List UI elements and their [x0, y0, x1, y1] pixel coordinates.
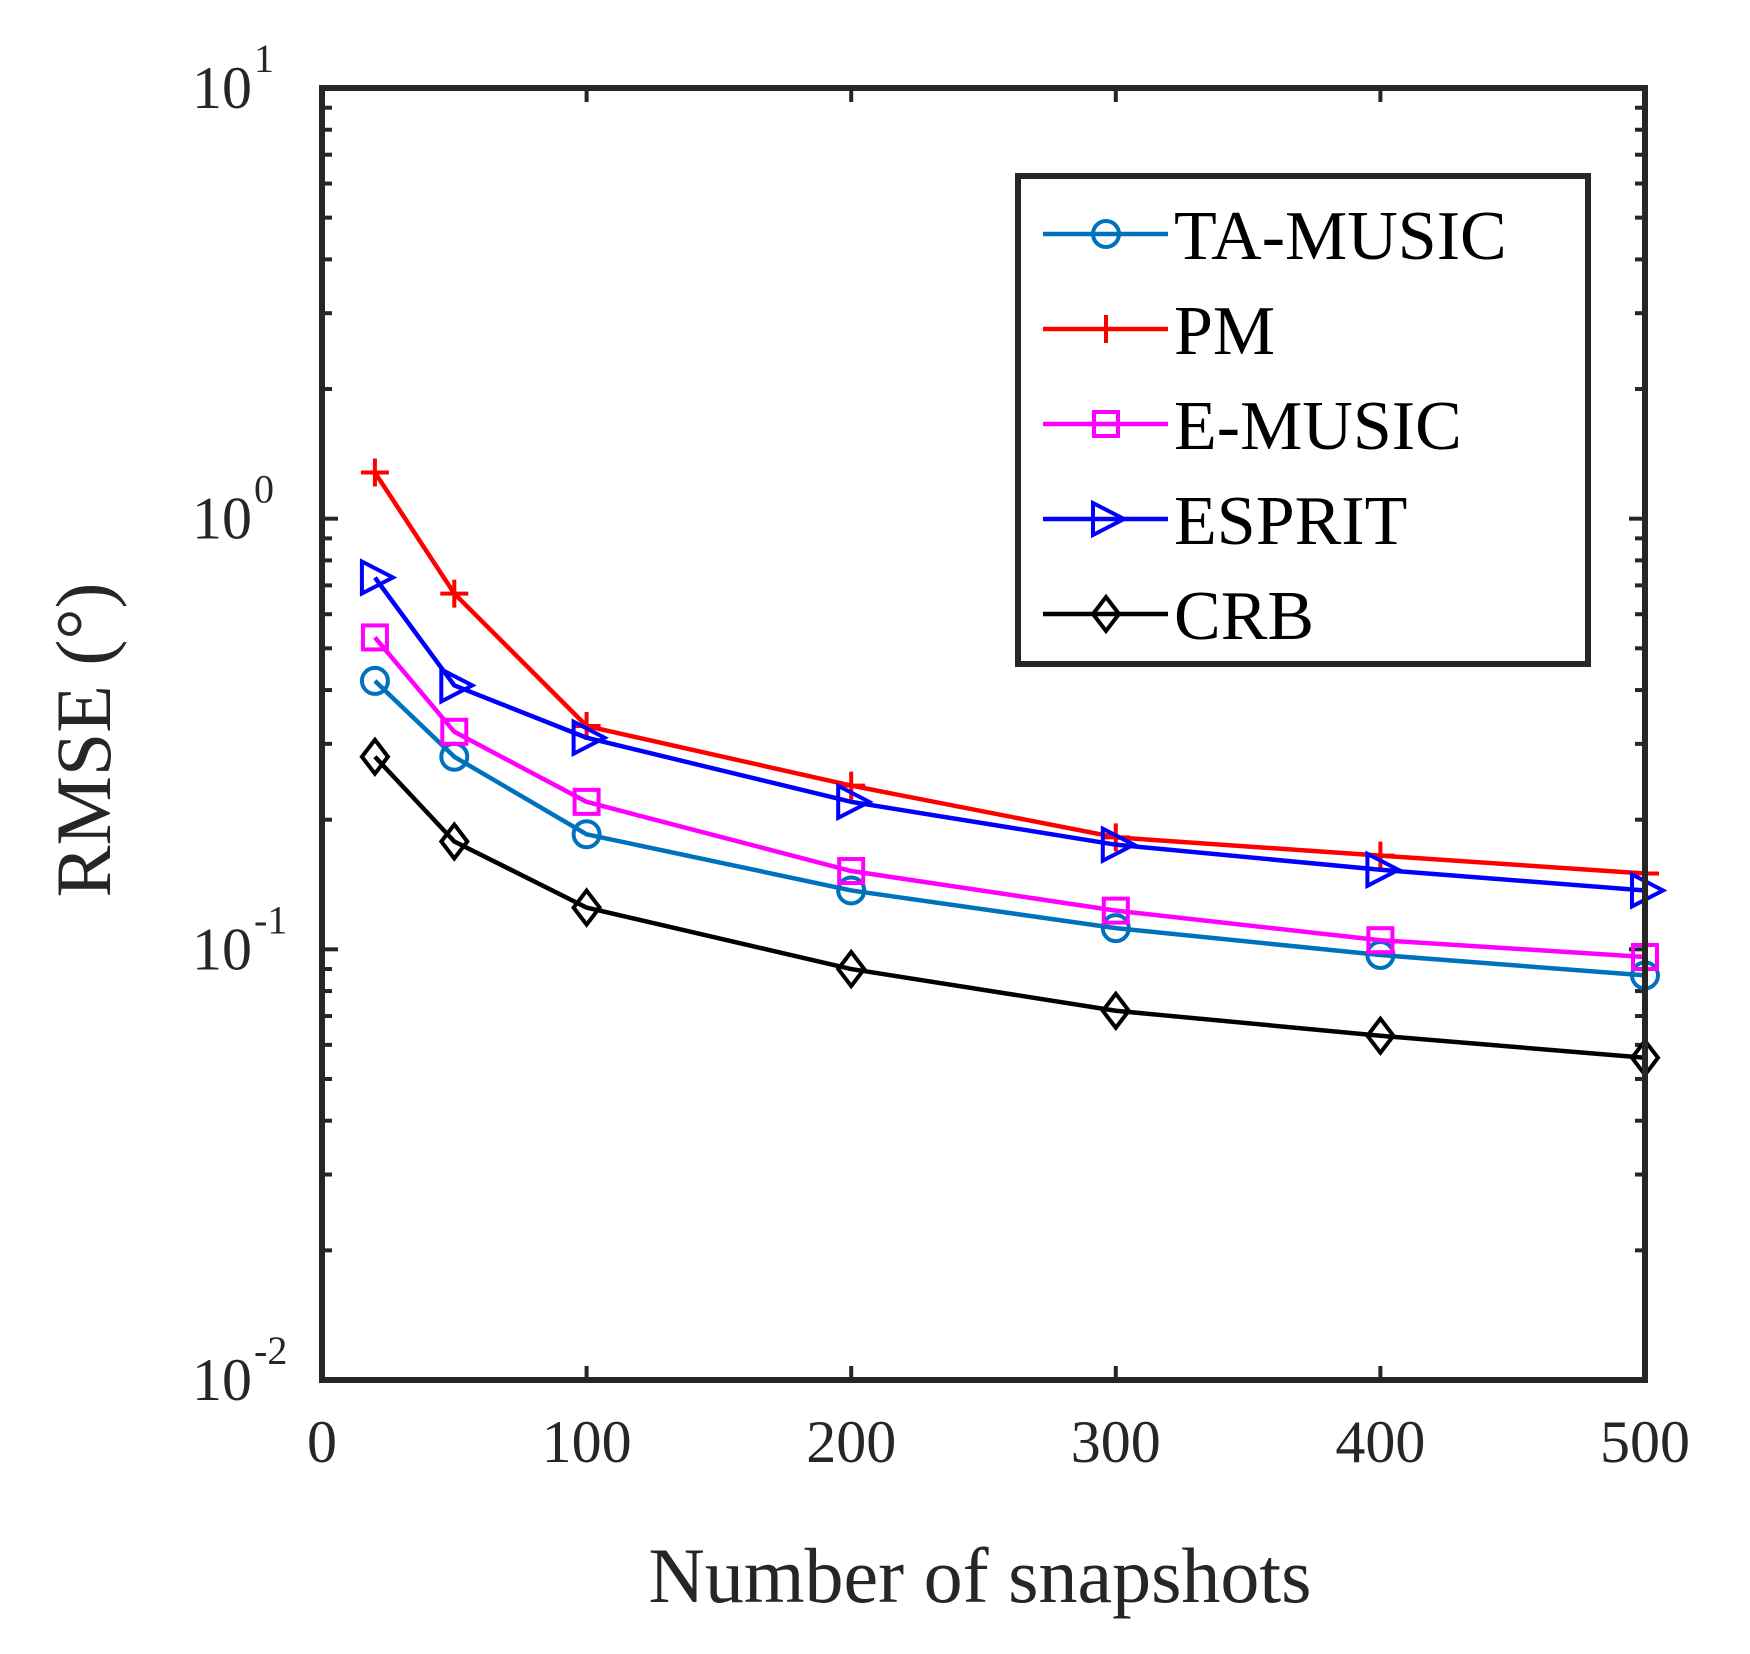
- axes-frame: [319, 85, 1648, 1383]
- marker-esprit: [571, 718, 609, 758]
- y-tick-label: 10: [192, 486, 252, 552]
- marker-esprit: [359, 558, 398, 597]
- legend-entry-pm: PM: [1043, 293, 1275, 370]
- marker-esprit: [439, 666, 477, 705]
- marker-e-music: [572, 787, 601, 816]
- y-tick-label: 10: [192, 1347, 252, 1413]
- marker-crb: [835, 948, 867, 990]
- legend-entry-esprit: ESPRIT: [1043, 483, 1407, 560]
- series-line-e-music: [373, 635, 1646, 960]
- marker-crb: [438, 821, 470, 862]
- series-layer: [359, 458, 1668, 1079]
- marker-e-music: [1366, 926, 1395, 955]
- x-tick-label: 400: [1335, 1409, 1425, 1475]
- marker-e-music: [360, 623, 389, 652]
- marker-pm: [1092, 315, 1120, 343]
- marker-e-music: [837, 857, 866, 886]
- marker-esprit: [1100, 825, 1139, 864]
- series-ta-music: [359, 665, 1660, 991]
- marker-e-music: [1092, 410, 1120, 438]
- marker-ta-music: [836, 875, 867, 906]
- y-tick-label: 10: [192, 916, 252, 982]
- series-e-music: [360, 623, 1659, 971]
- marker-esprit: [836, 782, 874, 822]
- marker-crb: [1364, 1015, 1396, 1057]
- marker-pm: [360, 458, 389, 487]
- marker-ta-music: [359, 665, 390, 696]
- y-tick-exponent: 0: [254, 467, 274, 512]
- axes-box: [319, 85, 1648, 1383]
- marker-e-music: [440, 717, 469, 746]
- series-esprit: [359, 558, 1668, 910]
- x-tick-label: 200: [806, 1409, 896, 1475]
- series-line-crb: [373, 755, 1646, 1061]
- x-tick-label: 100: [542, 1409, 632, 1475]
- series-line-ta-music: [373, 679, 1646, 978]
- legend-label-ta-music: TA-MUSIC: [1174, 198, 1507, 275]
- legend-entry-e-music: E-MUSIC: [1043, 388, 1462, 465]
- legend-label-esprit: ESPRIT: [1174, 483, 1407, 560]
- marker-esprit: [1091, 499, 1129, 539]
- y-tick-exponent: -1: [254, 897, 287, 942]
- x-tick-label: 300: [1071, 1409, 1161, 1475]
- marker-crb: [571, 887, 603, 928]
- y-tick-label: 10: [192, 55, 252, 121]
- legend: TA-MUSIC PM E-MUSIC ESPRIT CRB: [1015, 173, 1591, 667]
- marker-ta-music: [1100, 913, 1131, 944]
- legend-entry-crb: CRB: [1043, 578, 1314, 655]
- marker-esprit: [1365, 850, 1403, 890]
- marker-crb: [359, 736, 391, 778]
- x-tick-label: 0: [307, 1409, 337, 1475]
- marker-crb: [1100, 990, 1132, 1032]
- legend-label-e-music: E-MUSIC: [1174, 388, 1462, 465]
- marker-ta-music: [571, 819, 602, 850]
- y-axis-label: RMSE (°): [40, 582, 127, 897]
- marker-ta-music: [1091, 219, 1121, 249]
- legend-entry-ta-music: TA-MUSIC: [1043, 198, 1507, 275]
- legend-box: [1015, 173, 1591, 667]
- marker-e-music: [1101, 896, 1130, 925]
- y-tick-exponent: 1: [254, 36, 274, 81]
- marker-crb: [1090, 593, 1122, 635]
- legend-label-pm: PM: [1174, 293, 1275, 370]
- series-line-esprit: [373, 576, 1646, 893]
- marker-pm: [440, 579, 469, 608]
- y-tick-exponent: -2: [254, 1328, 287, 1373]
- x-axis-label: Number of snapshots: [649, 1532, 1312, 1619]
- legend-label-crb: CRB: [1174, 578, 1314, 655]
- x-tick-label: 500: [1600, 1409, 1690, 1475]
